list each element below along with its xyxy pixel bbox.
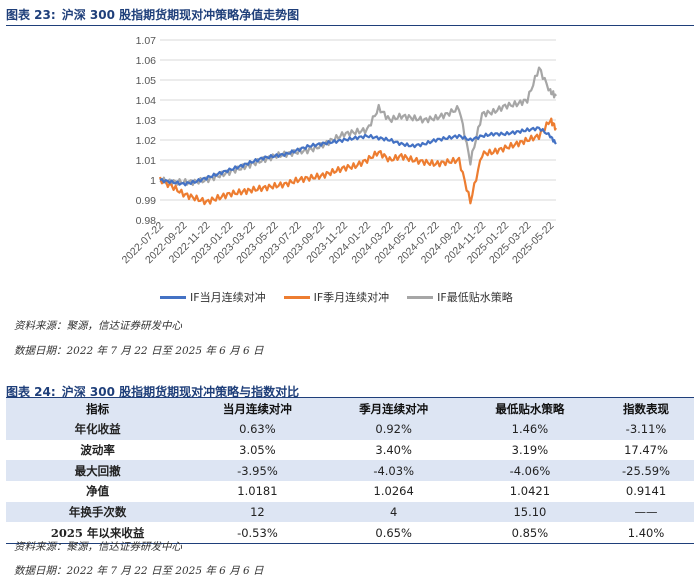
legend-item: IF最低贴水策略 <box>407 289 513 305</box>
table-cell: -3.95% <box>189 460 326 482</box>
legend-label: IF季月连续对冲 <box>313 291 390 304</box>
table-cell: 4 <box>325 501 462 523</box>
nav-line-chart: 0.980.9911.011.021.031.041.051.061.07202… <box>120 35 557 266</box>
table-row: 2025 年以来收益 -0.53% 0.65% 0.85% 1.40% <box>6 522 694 545</box>
table-cell: -4.06% <box>461 460 599 482</box>
table-header-row: 指标 当月连续对冲 季月连续对冲 最低贴水策略 指数表现 <box>6 398 694 419</box>
figure-24-source: 资料来源：聚源，信达证券研发中心 <box>14 541 182 553</box>
y-tick-label: 1 <box>150 175 156 187</box>
row-label: 最大回撤 <box>6 460 190 482</box>
table-cell: 0.65% <box>325 522 462 545</box>
series-line-2 <box>159 66 557 187</box>
header-cell: 季月连续对冲 <box>325 398 462 419</box>
legend-label: IF最低贴水策略 <box>437 291 513 304</box>
title-rule <box>6 25 694 26</box>
table-row: 波动率 3.05% 3.40% 3.19% 17.47% <box>6 440 694 461</box>
legend-swatch <box>283 295 310 299</box>
table-cell: -0.53% <box>189 522 326 545</box>
table-cell: —— <box>598 501 694 523</box>
table-cell: 1.0181 <box>237 484 278 499</box>
y-tick-label: 1.03 <box>136 115 157 127</box>
table-cell: 12 <box>189 501 326 523</box>
table-cell: 17.47% <box>624 443 668 458</box>
row-label: 2025 年以来收益 <box>6 522 190 545</box>
figure-title-text: 沪深 300 股指期货期现对冲策略与指数对比 <box>61 385 300 399</box>
figure-number: 图表 24: <box>6 385 56 399</box>
y-tick-label: 1.02 <box>136 135 157 147</box>
y-tick-label: 0.99 <box>136 195 157 207</box>
figure-23-title: 图表 23: 沪深 300 股指期货期现对冲策略净值走势图 <box>6 6 299 23</box>
header-cell: 指标 <box>6 398 190 419</box>
table-cell: 3.05% <box>239 443 276 458</box>
legend-swatch <box>160 295 186 299</box>
row-label: 年化收益 <box>6 419 190 440</box>
comparison-table: 指标 当月连续对冲 季月连续对冲 最低贴水策略 指数表现 年化收益 0.63% 0.… <box>6 398 694 545</box>
row-label: 波动率 <box>80 443 115 458</box>
series-line-0 <box>159 126 557 187</box>
figure-24-title: 图表 24: 沪深 300 股指期货期现对冲策略与指数对比 <box>6 383 299 400</box>
table-cell: 0.63% <box>189 419 326 440</box>
legend-label: IF当月连续对冲 <box>190 291 266 304</box>
table-row: 年换手次数 12 4 15.10 —— <box>6 501 694 523</box>
y-tick-label: 1.01 <box>136 155 157 167</box>
table-cell: 15.10 <box>461 501 599 523</box>
y-tick-label: 1.07 <box>136 35 157 47</box>
y-tick-label: 1.05 <box>136 75 157 87</box>
table-cell: 3.40% <box>375 443 412 458</box>
table-cell: 1.0421 <box>509 484 551 499</box>
table-cell: -4.03% <box>325 460 462 482</box>
table-cell: 3.19% <box>511 443 549 458</box>
table-cell: 1.46% <box>461 419 599 440</box>
figure-23-source: 资料来源：聚源，信达证券研发中心 <box>14 320 182 332</box>
legend-item: IF季月连续对冲 <box>283 289 390 305</box>
table-row: 年化收益 0.63% 0.92% 1.46% -3.11% <box>6 419 694 440</box>
table-row: 净值 1.0181 1.0264 1.0421 0.9141 <box>6 481 694 502</box>
table-cell: 0.85% <box>461 522 599 545</box>
table-cell: 1.40% <box>598 522 694 545</box>
row-label: 净值 <box>86 484 110 499</box>
header-cell: 最低贴水策略 <box>461 398 599 419</box>
header-cell: 指数表现 <box>598 398 694 419</box>
table-cell: -3.11% <box>598 419 694 440</box>
y-tick-label: 0.98 <box>136 215 157 227</box>
title-rule <box>6 397 694 398</box>
table-cell: 0.9141 <box>625 484 667 499</box>
figure-23-date-range: 数据日期：2022 年 7 月 22 日至 2025 年 6 月 6 日 <box>14 345 264 357</box>
figure-24-date-range: 数据日期：2022 年 7 月 22 日至 2025 年 6 月 6 日 <box>14 565 264 577</box>
figure-number: 图表 23: <box>6 8 56 22</box>
series-line-1 <box>158 117 557 206</box>
table-cell: -25.59% <box>598 460 694 482</box>
legend-swatch <box>407 295 434 299</box>
header-cell: 当月连续对冲 <box>189 398 326 419</box>
y-tick-label: 1.04 <box>136 95 157 107</box>
table-cell: 0.92% <box>325 419 462 440</box>
figure-title-text: 沪深 300 股指期货期现对冲策略净值走势图 <box>61 8 300 22</box>
chart-legend: IF当月连续对冲 IF季月连续对冲 IF最低贴水策略 <box>160 289 513 305</box>
y-tick-label: 1.06 <box>136 55 157 67</box>
row-label: 年换手次数 <box>6 501 190 523</box>
table-row: 最大回撤 -3.95% -4.03% -4.06% -25.59% <box>6 460 694 482</box>
legend-item: IF当月连续对冲 <box>160 289 266 305</box>
table-cell: 1.0264 <box>373 484 414 499</box>
